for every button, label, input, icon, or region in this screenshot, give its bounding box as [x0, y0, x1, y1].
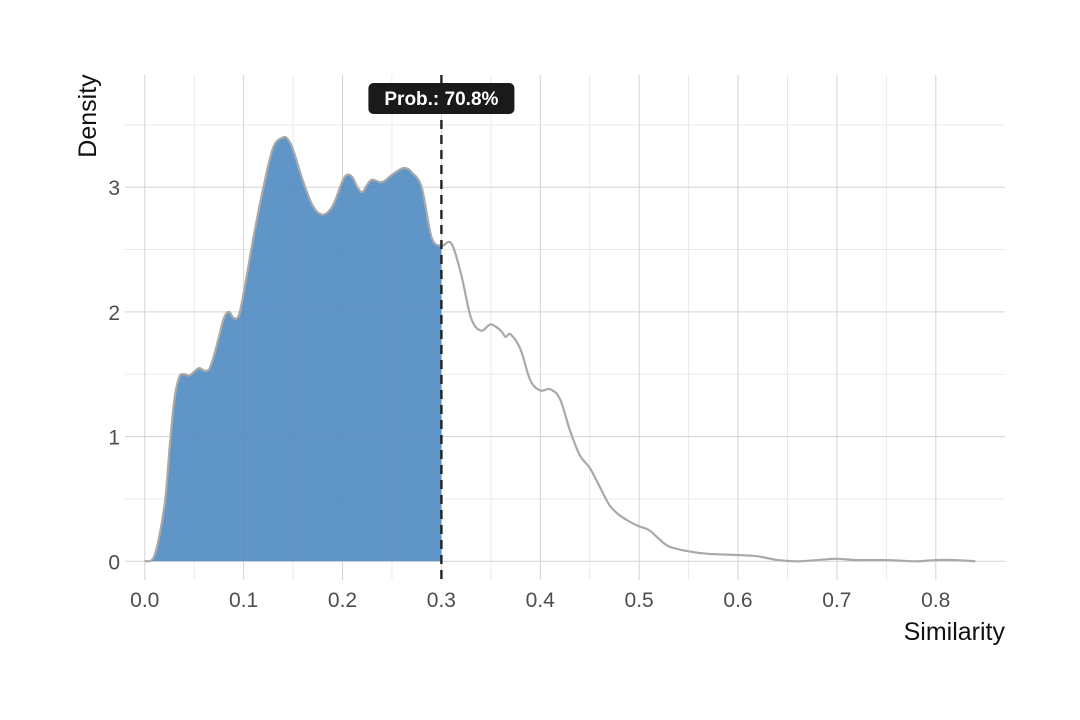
annotation-label: Prob.: 70.8%	[384, 89, 498, 110]
y-tick-label: 1	[108, 427, 120, 450]
y-tick-labels: 0 1 2 3	[108, 177, 120, 574]
x-tick-label: 0.8	[921, 589, 950, 612]
y-tick-label: 0	[108, 551, 120, 574]
x-tick-label: 0.1	[229, 589, 258, 612]
density-curve	[144, 135, 976, 563]
x-tick-label: 0.6	[723, 589, 752, 612]
y-tick-label: 3	[108, 177, 120, 200]
x-tick-label: 0.3	[427, 589, 456, 612]
density-fill-area	[144, 136, 442, 562]
y-tick-label: 2	[108, 302, 120, 325]
x-tick-label: 0.7	[822, 589, 851, 612]
annotation-background	[368, 83, 515, 114]
x-axis-title: Similarity	[904, 618, 1006, 646]
x-tick-label: 0.4	[526, 589, 556, 612]
x-tick-labels: 0.0 0.1 0.2 0.3 0.4 0.5 0.6 0.7 0.8	[130, 589, 950, 612]
x-tick-label: 0.5	[625, 589, 654, 612]
x-tick-label: 0.2	[328, 589, 357, 612]
x-tick-label: 0.0	[130, 589, 159, 612]
threshold-annotation: Prob.: 70.8%	[368, 83, 515, 114]
y-axis-title: Density	[74, 74, 102, 158]
